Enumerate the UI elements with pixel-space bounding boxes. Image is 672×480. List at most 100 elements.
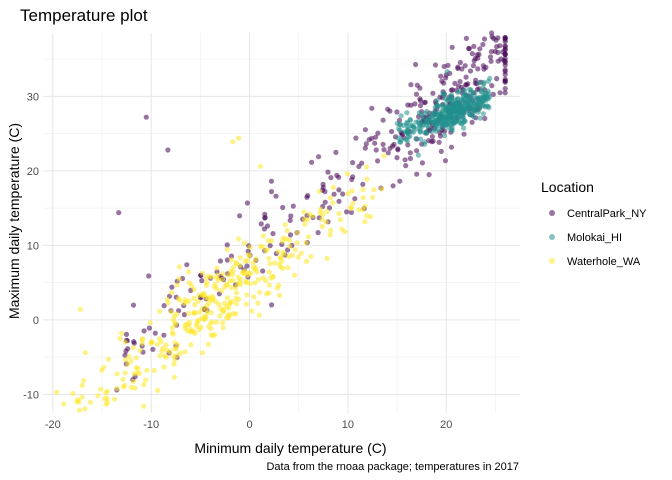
data-point-centralpark-ny bbox=[375, 130, 381, 136]
data-point-waterhole-wa bbox=[220, 325, 226, 331]
data-point-centralpark-ny bbox=[340, 191, 346, 197]
data-point-waterhole-wa bbox=[82, 350, 88, 356]
data-point-waterhole-wa bbox=[119, 330, 125, 336]
data-point-centralpark-ny bbox=[465, 81, 471, 87]
data-point-waterhole-wa bbox=[199, 270, 206, 276]
data-point-centralpark-ny bbox=[305, 193, 311, 199]
data-point-waterhole-wa bbox=[144, 367, 150, 373]
data-point-waterhole-wa bbox=[279, 238, 285, 244]
data-point-centralpark-ny bbox=[394, 109, 400, 115]
data-point-waterhole-wa bbox=[283, 236, 289, 242]
data-point-waterhole-wa bbox=[243, 279, 249, 286]
data-point-centralpark-ny bbox=[380, 117, 386, 123]
data-point-waterhole-wa bbox=[120, 376, 126, 382]
data-point-centralpark-ny bbox=[414, 148, 420, 154]
data-point-centralpark-ny bbox=[402, 157, 408, 163]
data-point-molokai-hi bbox=[485, 96, 491, 102]
data-point-waterhole-wa bbox=[182, 349, 188, 355]
data-point-centralpark-ny bbox=[488, 58, 494, 64]
data-point-centralpark-ny bbox=[502, 62, 508, 68]
data-point-molokai-hi bbox=[407, 117, 413, 123]
data-point-centralpark-ny bbox=[462, 63, 468, 69]
data-point-centralpark-ny bbox=[228, 253, 235, 259]
data-point-molokai-hi bbox=[476, 104, 482, 110]
y-tick-label: 0 bbox=[33, 315, 39, 327]
data-point-waterhole-wa bbox=[76, 407, 83, 413]
data-point-centralpark-ny bbox=[421, 100, 427, 106]
data-point-waterhole-wa bbox=[260, 244, 266, 250]
data-point-centralpark-ny bbox=[408, 102, 414, 108]
data-point-waterhole-wa bbox=[240, 270, 246, 276]
data-point-waterhole-wa bbox=[350, 200, 356, 206]
data-point-waterhole-wa bbox=[362, 219, 368, 225]
data-point-waterhole-wa bbox=[243, 301, 249, 307]
data-point-centralpark-ny bbox=[439, 78, 445, 84]
data-point-waterhole-wa bbox=[224, 246, 230, 253]
data-point-centralpark-ny bbox=[336, 187, 342, 193]
data-point-centralpark-ny bbox=[497, 90, 503, 96]
data-point-centralpark-ny bbox=[405, 142, 411, 148]
data-point-molokai-hi bbox=[482, 90, 488, 96]
data-point-waterhole-wa bbox=[230, 311, 236, 317]
data-point-centralpark-ny bbox=[495, 35, 501, 41]
data-point-waterhole-wa bbox=[230, 272, 236, 278]
data-point-waterhole-wa bbox=[126, 353, 132, 360]
data-point-centralpark-ny bbox=[199, 278, 205, 284]
data-point-waterhole-wa bbox=[151, 367, 157, 374]
data-point-waterhole-wa bbox=[250, 260, 256, 266]
data-point-waterhole-wa bbox=[164, 347, 170, 353]
data-point-waterhole-wa bbox=[277, 292, 283, 299]
data-point-waterhole-wa bbox=[345, 171, 351, 177]
data-point-waterhole-wa bbox=[157, 308, 163, 314]
data-point-waterhole-wa bbox=[276, 282, 282, 288]
data-point-centralpark-ny bbox=[352, 196, 358, 202]
data-point-centralpark-ny bbox=[448, 144, 455, 150]
data-point-waterhole-wa bbox=[224, 282, 230, 288]
data-point-centralpark-ny bbox=[436, 139, 442, 145]
data-point-waterhole-wa bbox=[141, 382, 147, 388]
data-point-molokai-hi bbox=[431, 111, 437, 117]
data-point-waterhole-wa bbox=[252, 267, 258, 273]
data-point-waterhole-wa bbox=[363, 164, 370, 170]
data-point-centralpark-ny bbox=[417, 103, 424, 109]
data-point-centralpark-ny bbox=[407, 150, 413, 156]
x-tick-label: 20 bbox=[440, 419, 452, 431]
data-point-centralpark-ny bbox=[469, 51, 475, 57]
data-point-waterhole-wa bbox=[196, 292, 202, 299]
data-point-centralpark-ny bbox=[287, 232, 294, 238]
data-point-waterhole-wa bbox=[137, 347, 143, 353]
data-point-molokai-hi bbox=[417, 136, 424, 142]
data-point-waterhole-wa bbox=[244, 258, 250, 264]
data-point-centralpark-ny bbox=[141, 328, 147, 334]
data-point-waterhole-wa bbox=[169, 325, 175, 331]
data-point-waterhole-wa bbox=[277, 255, 283, 261]
data-point-waterhole-wa bbox=[265, 238, 271, 244]
data-point-waterhole-wa bbox=[310, 213, 316, 219]
data-point-waterhole-wa bbox=[227, 278, 233, 284]
data-point-waterhole-wa bbox=[54, 389, 60, 395]
data-point-centralpark-ny bbox=[359, 160, 365, 166]
data-point-molokai-hi bbox=[471, 104, 477, 111]
data-point-centralpark-ny bbox=[489, 83, 495, 89]
data-point-molokai-hi bbox=[410, 129, 417, 135]
data-point-waterhole-wa bbox=[224, 295, 230, 301]
data-point-waterhole-wa bbox=[287, 243, 293, 249]
data-point-molokai-hi bbox=[459, 96, 465, 102]
data-point-waterhole-wa bbox=[79, 382, 85, 388]
data-point-waterhole-wa bbox=[235, 236, 242, 242]
data-point-centralpark-ny bbox=[467, 68, 474, 74]
data-point-centralpark-ny bbox=[385, 150, 391, 156]
data-point-centralpark-ny bbox=[407, 155, 413, 162]
data-point-waterhole-wa bbox=[302, 221, 308, 227]
data-point-centralpark-ny bbox=[403, 163, 409, 169]
data-point-waterhole-wa bbox=[186, 280, 192, 286]
data-point-centralpark-ny bbox=[449, 44, 455, 50]
data-point-waterhole-wa bbox=[233, 290, 240, 296]
data-point-waterhole-wa bbox=[304, 217, 310, 223]
data-point-centralpark-ny bbox=[336, 198, 342, 204]
data-point-centralpark-ny bbox=[390, 183, 396, 189]
data-point-centralpark-ny bbox=[125, 346, 131, 352]
data-point-centralpark-ny bbox=[471, 43, 477, 50]
data-point-molokai-hi bbox=[476, 94, 482, 101]
data-point-waterhole-wa bbox=[247, 253, 253, 259]
